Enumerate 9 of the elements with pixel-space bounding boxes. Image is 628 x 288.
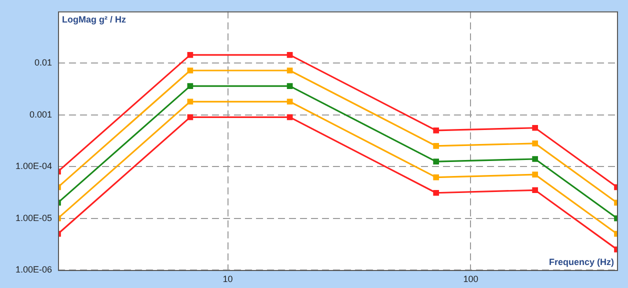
y-tick-label: 1.00E-05 — [15, 212, 52, 223]
y-axis-title: LogMag g² / Hz — [62, 14, 126, 24]
y-tick-label: 1.00E-04 — [15, 161, 52, 172]
y-tick-label: 0.001 — [29, 109, 52, 120]
x-tick-label: 100 — [463, 274, 478, 284]
y-tick-label: 1.00E-06 — [15, 264, 52, 274]
y-tick-label: 0.01 — [34, 58, 52, 68]
x-axis-title: Frequency (Hz) — [548, 256, 614, 267]
x-tick-label: 10 — [222, 274, 233, 284]
